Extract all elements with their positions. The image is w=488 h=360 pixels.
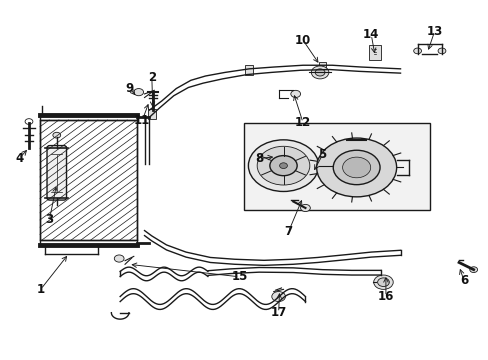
- Bar: [318, 62, 326, 72]
- Text: 10: 10: [294, 33, 310, 47]
- Text: 16: 16: [377, 290, 393, 303]
- Circle shape: [469, 267, 477, 273]
- Circle shape: [269, 156, 297, 176]
- Bar: [40, 120, 137, 240]
- Circle shape: [437, 48, 445, 54]
- Text: 5: 5: [318, 148, 326, 161]
- Circle shape: [316, 138, 396, 197]
- Circle shape: [413, 48, 421, 54]
- Circle shape: [271, 292, 285, 302]
- Bar: [148, 109, 156, 119]
- Text: 15: 15: [231, 270, 247, 283]
- Bar: [40, 120, 137, 240]
- Circle shape: [342, 157, 370, 178]
- Bar: [244, 123, 429, 211]
- Bar: [245, 65, 253, 75]
- Text: 14: 14: [363, 28, 379, 41]
- Text: 12: 12: [294, 116, 310, 129]
- Circle shape: [248, 140, 318, 192]
- Text: 7: 7: [284, 225, 292, 238]
- Circle shape: [279, 163, 287, 168]
- Circle shape: [114, 255, 124, 262]
- Circle shape: [53, 132, 61, 138]
- Text: 17: 17: [270, 306, 286, 319]
- Text: 3: 3: [45, 213, 53, 226]
- Text: 8: 8: [254, 152, 263, 165]
- Text: 1: 1: [37, 283, 44, 296]
- Circle shape: [300, 204, 310, 212]
- Circle shape: [134, 89, 143, 96]
- FancyBboxPatch shape: [47, 145, 66, 200]
- Text: 2: 2: [147, 71, 156, 84]
- Circle shape: [315, 69, 325, 76]
- Bar: [368, 45, 380, 60]
- Circle shape: [257, 146, 309, 185]
- Text: 4: 4: [15, 152, 23, 165]
- Circle shape: [311, 66, 328, 79]
- Circle shape: [373, 275, 392, 289]
- Circle shape: [332, 150, 379, 185]
- Text: 6: 6: [459, 274, 467, 287]
- Circle shape: [290, 90, 300, 98]
- Circle shape: [377, 278, 388, 287]
- Text: 9: 9: [125, 82, 134, 95]
- Text: 13: 13: [426, 25, 442, 38]
- Text: 11: 11: [134, 114, 150, 127]
